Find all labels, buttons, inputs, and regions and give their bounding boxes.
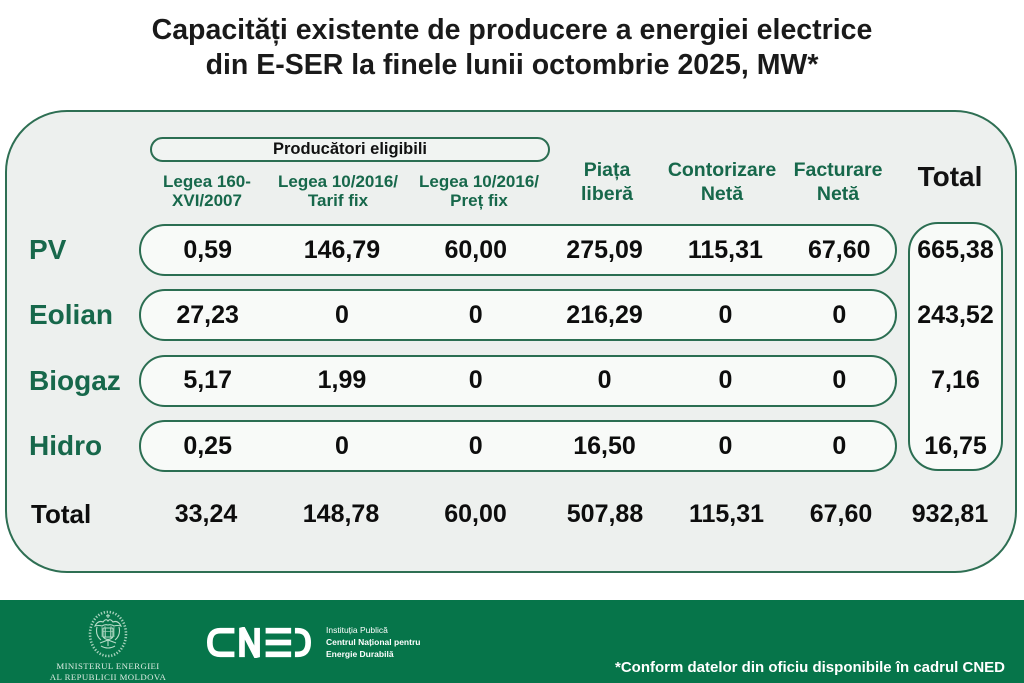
cell-eolian-pret-fix: 0 <box>468 300 483 329</box>
cell-hidro-piata-libera: 16,50 <box>573 431 636 460</box>
cell-hidro-tarif-fix: 0 <box>334 431 349 460</box>
cell-biogaz-facturare: 0 <box>832 366 847 394</box>
cell-total-contorizare: 115,31 <box>688 499 765 528</box>
cell-eolian-piata-libera: 216,29 <box>566 300 643 329</box>
cell-hidro-pret-fix: 0 <box>468 431 483 460</box>
cell-total-facturare: 67,60 <box>809 499 873 528</box>
cell-pv-pret-fix: 60,00 <box>444 235 507 264</box>
footer-band: MINISTERUL ENERGIEI AL REPUBLICII MOLDOV… <box>0 600 1024 683</box>
table-row-pv: 0,59 146,79 60,00 275,09 115,31 67,60 <box>139 224 897 276</box>
page-title: Capacități existente de producere a ener… <box>0 13 1024 83</box>
cell-hidro-facturare: 0 <box>832 431 847 460</box>
cell-total-pret-fix: 60,00 <box>444 499 507 528</box>
cell-pv-tarif-fix: 146,79 <box>303 235 381 264</box>
grand-total: 932,81 <box>911 499 989 528</box>
column-header-contorizare-neta: Contorizare Netă <box>667 159 777 205</box>
row-label-eolian: Eolian <box>29 299 114 330</box>
eligible-producers-group-header: Producători eligibili <box>150 137 550 162</box>
totals-row: 33,24 148,78 60,00 507,88 115,31 67,60 <box>139 488 897 540</box>
title-line-2: din E-SER la finele lunii octombrie 2025… <box>205 49 819 81</box>
column-header-facturare-neta: Facturare Netă <box>793 159 883 205</box>
ministry-name-line-1: MINISTERUL ENERGIEI <box>56 661 160 671</box>
column-header-piata-libera: Piața liberă <box>580 159 634 205</box>
column-header-legea-10-tarif-fix: Legea 10/2016/ Tarif fix <box>277 172 399 210</box>
cell-biogaz-piata-libera: 0 <box>597 366 612 394</box>
cell-pv-facturare: 67,60 <box>808 235 871 264</box>
footnote-text: *Conform datelor din oficiu disponibile … <box>614 659 1005 676</box>
cned-logo-icon <box>207 626 311 658</box>
cell-hidro-contorizare: 0 <box>718 431 733 460</box>
cell-total-legea160: 33,24 <box>174 499 238 528</box>
cell-biogaz-contorizare: 0 <box>718 366 733 394</box>
cell-eolian-tarif-fix: 0 <box>334 300 349 329</box>
total-biogaz: 7,16 <box>931 366 980 394</box>
cell-hidro-legea160: 0,25 <box>183 431 232 460</box>
cned-text-block: Instituția Publică Centrul Național pent… <box>326 624 420 660</box>
eligible-producers-label: Producători eligibili <box>272 140 428 158</box>
column-header-legea-160: Legea 160- XVI/2007 <box>163 172 251 210</box>
column-header-total: Total <box>917 161 983 192</box>
totals-row-label: Total <box>31 498 92 529</box>
table-panel: Producători eligibili Legea 160- XVI/200… <box>5 110 1017 573</box>
cell-pv-legea160: 0,59 <box>183 235 232 264</box>
total-eolian: 243,52 <box>917 300 994 329</box>
table-row-eolian: 27,23 0 0 216,29 0 0 <box>139 289 897 341</box>
row-label-hidro: Hidro <box>29 430 103 461</box>
row-label-pv: PV <box>29 234 67 265</box>
cned-logo-block: Instituția Publică Centrul Național pent… <box>207 624 420 660</box>
ministry-name-line-2: AL REPUBLICII MOLDOVA <box>49 671 167 682</box>
moldova-coat-of-arms-icon <box>88 610 128 658</box>
row-totals-box: 665,38 243,52 7,16 16,75 <box>908 222 1003 471</box>
cell-pv-contorizare: 115,31 <box>687 235 763 264</box>
cned-text-line-3: Energie Durabilă <box>326 649 394 659</box>
cell-total-tarif-fix: 148,78 <box>302 499 380 528</box>
cell-eolian-facturare: 0 <box>832 300 847 329</box>
total-pv: 665,38 <box>917 235 994 264</box>
table-row-biogaz: 5,17 1,99 0 0 0 0 <box>139 354 897 407</box>
cell-biogaz-legea160: 5,17 <box>183 366 232 394</box>
column-header-legea-10-pret-fix: Legea 10/2016/ Preț fix <box>418 172 540 210</box>
ministry-logo-block: MINISTERUL ENERGIEI AL REPUBLICII MOLDOV… <box>27 609 189 682</box>
cell-eolian-legea160: 27,23 <box>176 300 239 329</box>
table-row-hidro: 0,25 0 0 16,50 0 0 <box>139 420 897 472</box>
cell-biogaz-tarif-fix: 1,99 <box>317 366 367 394</box>
cned-text-line-1: Instituția Publică <box>326 625 388 635</box>
cell-eolian-contorizare: 0 <box>718 300 733 329</box>
cell-biogaz-pret-fix: 0 <box>468 366 483 394</box>
row-label-biogaz: Biogaz <box>29 364 121 396</box>
title-line-1: Capacități existente de producere a ener… <box>151 14 873 46</box>
cell-pv-piata-libera: 275,09 <box>566 235 643 264</box>
cell-total-piata-libera: 507,88 <box>566 499 644 528</box>
cned-text-line-2: Centrul Național pentru <box>326 637 421 647</box>
total-hidro: 16,75 <box>924 431 987 460</box>
